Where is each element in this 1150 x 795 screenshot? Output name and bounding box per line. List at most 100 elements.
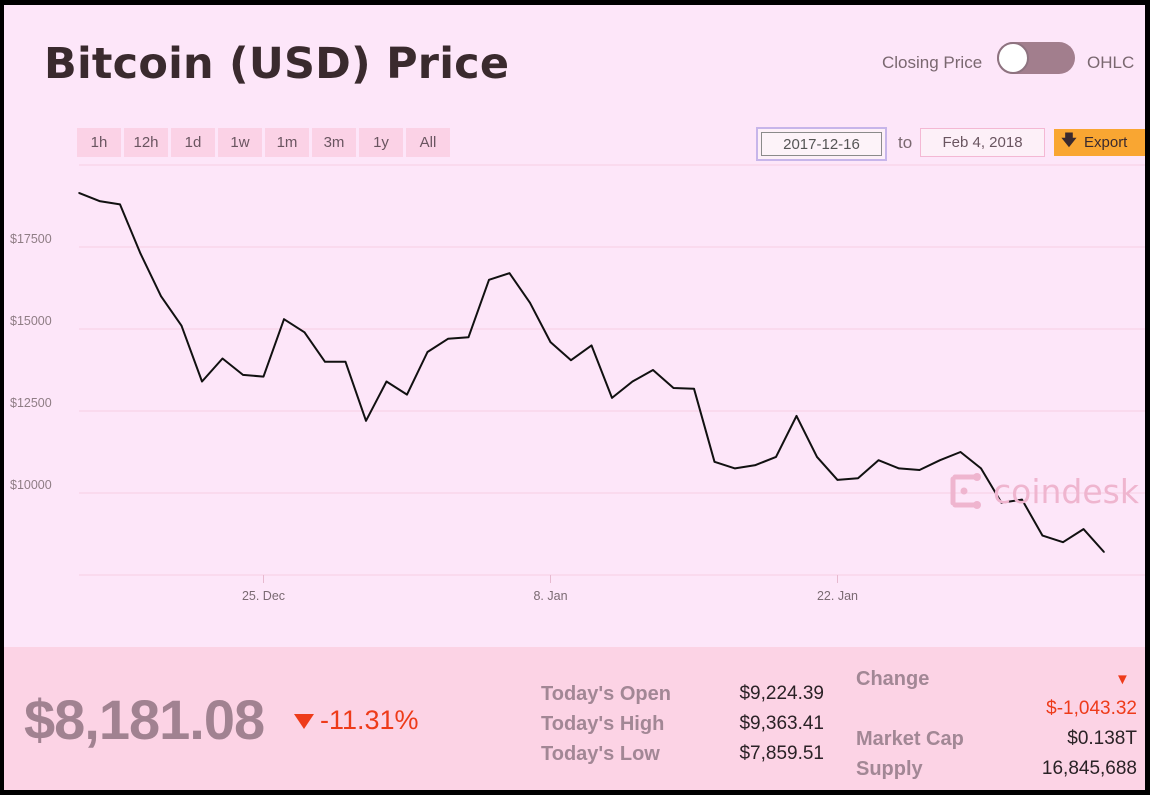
price-point [385,380,388,383]
x-tick-label: 22. Jan [817,589,858,603]
price-point [180,324,183,327]
change-value: $-1,043.32 [1046,698,1137,719]
range-button-1y[interactable]: 1y [359,128,403,157]
price-point [672,387,675,389]
price-point [590,344,593,347]
price-point [201,380,203,383]
price-point [836,479,839,481]
price-series-points [78,192,1105,553]
start-date-field[interactable]: 2017-12-16 [756,127,887,161]
export-label: Export [1084,134,1128,151]
coindesk-logo-icon [950,473,981,509]
price-point [816,456,818,458]
range-button-12h[interactable]: 12h [124,128,168,157]
price-point [1000,502,1003,504]
price-point [242,374,244,376]
price-point [447,338,449,340]
price-point [570,359,572,361]
range-button-1d[interactable]: 1d [171,128,215,157]
page-title: Bitcoin (USD) Price [44,39,510,89]
price-point [713,461,716,463]
chart-mode-toggle[interactable] [997,42,1075,74]
current-price: $8,181.08 [24,688,265,751]
price-summary: $8,181.08 -11.31% Today's Open $9,224.39… [4,647,1145,790]
range-button-all[interactable]: All [406,128,450,157]
price-point [1021,498,1023,501]
chart-grid [79,164,1145,576]
price-point [262,375,265,378]
price-point [939,459,941,462]
price-point [139,252,142,255]
toggle-knob[interactable] [997,42,1029,74]
price-point [406,393,408,396]
price-point [98,200,101,202]
change-label: Change [856,668,930,690]
price-point [652,369,654,371]
price-point [324,361,326,363]
price-point [795,415,798,417]
y-tick-label: $12500 [10,396,52,410]
price-point [508,272,511,275]
price-point [488,279,490,281]
today-open-label: Today's Open [541,683,671,705]
price-point [877,459,880,462]
price-point [529,301,531,304]
today-high-label: Today's High [541,713,665,735]
date-to-label: to [898,133,913,152]
price-point [959,451,962,453]
price-point [1082,528,1085,530]
price-widget: Bitcoin (USD) Price Closing Price OHLC 1… [4,5,1145,790]
price-point [78,192,80,194]
price-point [283,318,285,320]
price-point [467,336,470,338]
today-open-value: $9,224.39 [739,683,824,704]
y-axis: $10000 $12500 $15000 $17500 [10,232,52,492]
price-point [160,295,162,297]
y-tick-label: $10000 [10,478,52,492]
price-point [344,361,347,363]
export-button[interactable]: 🡇 Export [1054,129,1145,156]
price-point [898,467,900,470]
change-down-icon: ▼ [1115,671,1130,688]
start-date-input[interactable]: 2017-12-16 [761,132,882,156]
x-axis: 25. Dec 8. Jan 22. Jan [242,575,858,603]
today-high-value: $9,363.41 [739,713,824,734]
end-date-input[interactable]: Feb 4, 2018 [920,128,1045,157]
price-point [693,387,695,390]
watermark-text: coindesk [993,471,1139,511]
range-button-1w[interactable]: 1w [218,128,262,157]
range-button-3m[interactable]: 3m [312,128,356,157]
price-point [775,456,777,458]
price-point [611,397,613,399]
price-point [918,469,921,471]
supply-value: 16,845,688 [1041,758,1137,779]
range-button-1m[interactable]: 1m [265,128,309,157]
price-point [1041,534,1044,537]
price-point [221,357,224,360]
today-low-label: Today's Low [541,743,660,765]
change-percent-value: -11.31% [320,705,419,735]
price-point [426,351,429,353]
price-point [734,467,736,470]
range-button-1h[interactable]: 1h [77,128,121,157]
today-low-value: $7,859.51 [739,743,824,764]
price-point [631,380,634,383]
price-point [754,464,757,466]
market-cap-value: $0.138T [1067,728,1137,749]
price-point [549,341,552,343]
price-point [303,331,306,334]
price-point [365,420,367,422]
price-point [1103,551,1105,553]
supply-label: Supply [856,758,923,780]
range-button-group: 1h 12h 1d 1w 1m 3m 1y All [77,128,450,157]
y-tick-label: $15000 [10,314,52,328]
ohlc-label[interactable]: OHLC [1087,53,1135,72]
closing-price-label[interactable]: Closing Price [882,53,983,72]
price-point [980,467,982,470]
download-arrow-icon: 🡇 [1061,132,1077,149]
market-cap-label: Market Cap [856,728,964,750]
price-point [119,203,121,206]
price-point [857,477,859,480]
x-tick-label: 8. Jan [533,589,567,603]
coindesk-watermark: coindesk [947,471,1139,511]
